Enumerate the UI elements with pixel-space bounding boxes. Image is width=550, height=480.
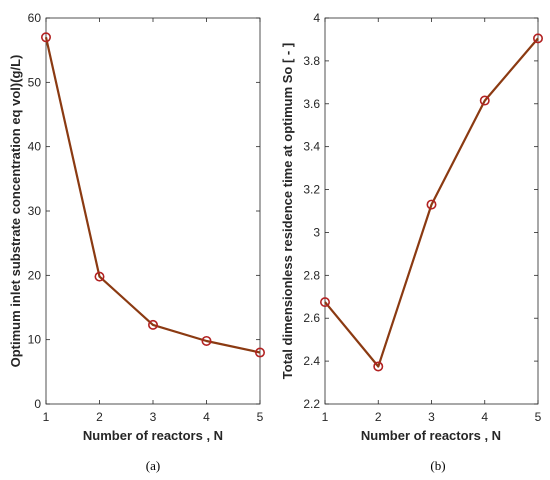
x-tick-label: 3 [428, 410, 435, 424]
data-point [479, 95, 490, 106]
series-a [40, 32, 266, 358]
caption-b: (b) [430, 458, 445, 473]
data-point [148, 319, 159, 330]
y-tick-label: 10 [28, 333, 42, 347]
y-axis-label-a: Optimum inlet substrate concentration eq… [8, 55, 23, 368]
data-point [426, 199, 437, 210]
data-point [94, 271, 105, 282]
x-tick-label: 5 [535, 410, 542, 424]
panel-b: 2.2 2.4 2.6 2.8 3 3.2 3.4 3.6 3.8 4 1 2 3 4 5 Number … [280, 11, 543, 473]
y-tick-label: 40 [28, 140, 42, 154]
y-tick-label: 2.6 [303, 311, 320, 325]
y-tick-label: 3.6 [303, 97, 320, 111]
data-point [532, 33, 543, 44]
y-tick-label: 3 [313, 225, 320, 239]
y-tick-label: 3.2 [303, 183, 320, 197]
y-tick-label: 20 [28, 268, 42, 282]
y-tick-label: 2.8 [303, 268, 320, 282]
x-tick-label: 1 [322, 410, 329, 424]
y-tick-label: 50 [28, 75, 42, 89]
data-point [201, 335, 212, 346]
y-tick-label: 3.8 [303, 54, 320, 68]
series-line [44, 37, 261, 354]
y-tick-label: 4 [313, 11, 320, 25]
x-tick-label: 2 [96, 410, 103, 424]
plot-area-a [45, 17, 261, 405]
data-point [255, 347, 266, 358]
panel-a: 0 10 20 30 40 50 60 1 2 3 4 5 Number of reactors ,… [8, 11, 266, 473]
data-point [373, 361, 384, 372]
y-ticks-a: 0 10 20 30 40 50 60 [28, 11, 260, 411]
y-tick-label: 0 [34, 397, 41, 411]
x-tick-label: 3 [150, 410, 157, 424]
caption-a: (a) [146, 458, 160, 473]
data-point [40, 32, 51, 43]
series-b [319, 33, 543, 372]
x-axis-label-a: Number of reactors , N [83, 428, 223, 443]
series-line [324, 37, 539, 368]
y-tick-label: 30 [28, 204, 42, 218]
x-tick-label: 2 [375, 410, 382, 424]
y-tick-label: 2.4 [303, 354, 320, 368]
y-axis-label-b: Total dimensionless residence time at op… [280, 43, 295, 379]
x-ticks-a: 1 2 3 4 5 [43, 18, 264, 424]
plot-area-b [324, 17, 539, 405]
y-ticks-b: 2.2 2.4 2.6 2.8 3 3.2 3.4 3.6 3.8 4 [303, 11, 538, 411]
x-tick-label: 5 [257, 410, 264, 424]
x-ticks-b: 1 2 3 4 5 [322, 18, 542, 424]
x-axis-label-b: Number of reactors , N [361, 428, 501, 443]
y-tick-label: 3.4 [303, 140, 320, 154]
x-tick-label: 1 [43, 410, 50, 424]
y-tick-label: 60 [28, 11, 42, 25]
x-tick-label: 4 [203, 410, 210, 424]
y-tick-label: 2.2 [303, 397, 320, 411]
data-point [319, 297, 330, 308]
x-tick-label: 4 [481, 410, 488, 424]
